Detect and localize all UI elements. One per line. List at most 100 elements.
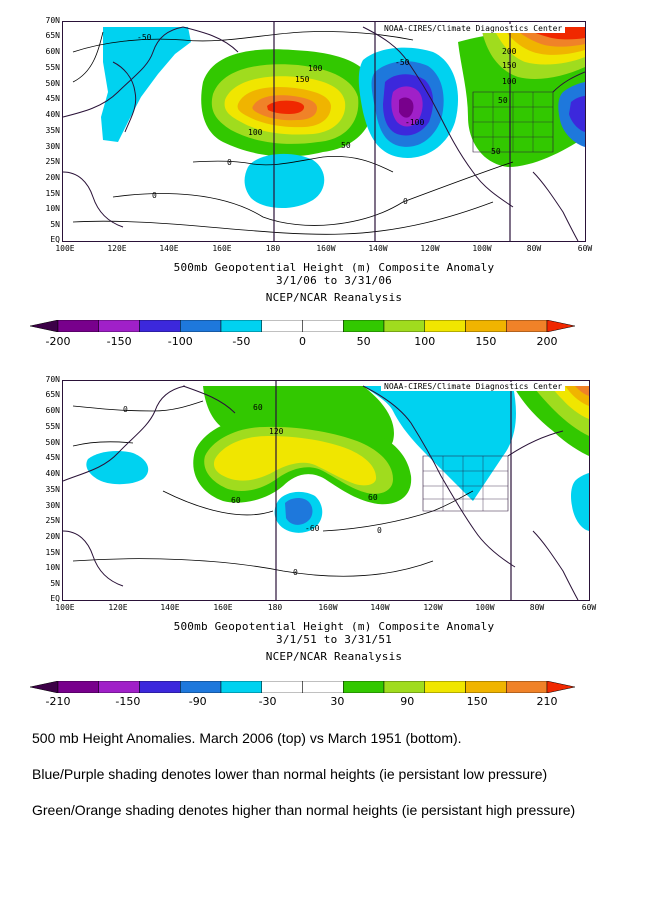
top-map-graphic: -50 150 100 100 50 0 0 0 -50 -100 200 15… <box>63 22 585 241</box>
colorbar-tick-label: -150 <box>106 335 132 348</box>
lat-label: 40N <box>45 110 60 119</box>
colorbar-tick-label: -200 <box>45 335 71 348</box>
lon-label: 100E <box>55 244 75 253</box>
lat-label: 15N <box>45 548 60 557</box>
contour-label: 100 <box>248 128 263 137</box>
lat-label: 30N <box>45 501 60 510</box>
contour-label: 60 <box>253 403 263 412</box>
colorbar-swatch <box>506 681 548 693</box>
map-caption-title: 500mb Geopotential Height (m) Composite … <box>173 620 495 633</box>
description-line-3: Green/Orange shading denotes higher than… <box>32 802 576 818</box>
contour-label: 50 <box>491 147 501 156</box>
lat-label: 15N <box>45 189 60 198</box>
colorbar-swatch <box>57 320 99 332</box>
colorbar-swatch <box>220 320 262 332</box>
colorbar-tick-label: -100 <box>167 335 193 348</box>
lat-label: 65N <box>45 31 60 40</box>
colorbar-tick-label: -150 <box>115 695 141 708</box>
lat-label: 55N <box>45 422 60 431</box>
colorbar <box>30 320 575 332</box>
lon-label: 160E <box>212 244 232 253</box>
colorbar-swatch <box>465 320 507 332</box>
lat-label: 45N <box>45 453 60 462</box>
colorbar-max-arrow <box>546 681 575 693</box>
map-caption-title: 500mb Geopotential Height (m) Composite … <box>173 261 495 274</box>
colorbar-swatch <box>98 681 140 693</box>
lon-label: 160W <box>318 603 338 612</box>
contour-label: 150 <box>502 61 517 70</box>
contour-label: 0 <box>123 405 128 414</box>
contour-label: 50 <box>341 141 351 150</box>
map-caption-dates: 3/1/06 to 3/31/06 <box>276 274 392 287</box>
colorbar-swatch <box>180 320 222 332</box>
lat-label: 40N <box>45 469 60 478</box>
lon-label: 140E <box>160 603 180 612</box>
lat-label: 5N <box>50 220 60 229</box>
colorbar-ticks: -200 -150 -100 -50 0 50 100 150 200 <box>30 335 575 349</box>
lat-label: 20N <box>45 173 60 182</box>
lat-label: 45N <box>45 94 60 103</box>
lat-label: 70N <box>45 16 60 25</box>
colorbar-swatch <box>57 681 99 693</box>
colorbar-swatch <box>343 320 385 332</box>
colorbar-tick-label: -30 <box>258 695 277 708</box>
lon-label: 100W <box>475 603 495 612</box>
colorbar-tick-label: 30 <box>330 695 345 708</box>
contour-label: 0 <box>293 568 298 577</box>
colorbar-swatch <box>302 681 344 693</box>
data-source-credit: NOAA-CIRES/Climate Diagnostics Center <box>381 24 566 33</box>
contour-label: 200 <box>502 47 517 56</box>
lat-label: EQ <box>50 235 60 244</box>
lat-label: 65N <box>45 390 60 399</box>
contour-label: 0 <box>403 197 408 206</box>
lat-label: 10N <box>45 204 60 213</box>
colorbar-swatch <box>98 320 140 332</box>
lat-label: 30N <box>45 142 60 151</box>
lon-label: 180 <box>267 603 283 612</box>
lon-label: 100E <box>55 603 75 612</box>
contour-label: 50 <box>498 96 508 105</box>
lon-label: 140W <box>368 244 388 253</box>
lat-label: 25N <box>45 157 60 166</box>
data-source-credit: NOAA-CIRES/Climate Diagnostics Center <box>381 382 566 391</box>
contour-label: 60 <box>368 493 378 502</box>
colorbar <box>30 681 575 693</box>
colorbar-swatch <box>383 320 425 332</box>
colorbar-swatch <box>261 681 303 693</box>
contour-label: 100 <box>308 64 323 73</box>
contour-label: 120 <box>269 427 284 436</box>
lat-label: 20N <box>45 532 60 541</box>
colorbar-swatch <box>220 681 262 693</box>
description-line-1: 500 mb Height Anomalies. March 2006 (top… <box>32 730 462 746</box>
lat-label: 70N <box>45 375 60 384</box>
colorbar-max-arrow <box>546 320 575 332</box>
colorbar-tick-label: 90 <box>400 695 415 708</box>
colorbar-swatch <box>506 320 548 332</box>
lat-label: 50N <box>45 79 60 88</box>
colorbar-swatch <box>465 681 507 693</box>
description-line-2: Blue/Purple shading denotes lower than n… <box>32 766 548 782</box>
contour-label: 150 <box>295 75 310 84</box>
map-caption-dates: 3/1/51 to 3/31/51 <box>276 633 392 646</box>
lat-label: 50N <box>45 438 60 447</box>
lon-label: 180 <box>265 244 281 253</box>
lon-label: 120E <box>108 603 128 612</box>
colorbar-min-arrow <box>30 681 59 693</box>
lat-label: 5N <box>50 579 60 588</box>
lon-label: 160W <box>316 244 336 253</box>
map-caption-source: NCEP/NCAR Reanalysis <box>265 291 403 304</box>
lon-label: 140W <box>370 603 390 612</box>
colorbar-tick-label: -50 <box>232 335 251 348</box>
lat-label: 35N <box>45 485 60 494</box>
contour-label: 100 <box>502 77 517 86</box>
lon-label: 80W <box>526 244 542 253</box>
lon-label: 120W <box>420 244 440 253</box>
colorbar-tick-label: 100 <box>414 335 436 348</box>
map-caption-source: NCEP/NCAR Reanalysis <box>265 650 403 663</box>
colorbar-swatch <box>343 681 385 693</box>
lon-label: 100W <box>472 244 492 253</box>
colorbar-tick-label: -90 <box>188 695 207 708</box>
lon-label: 120W <box>423 603 443 612</box>
colorbar-swatch <box>424 320 466 332</box>
colorbar-swatch <box>383 681 425 693</box>
